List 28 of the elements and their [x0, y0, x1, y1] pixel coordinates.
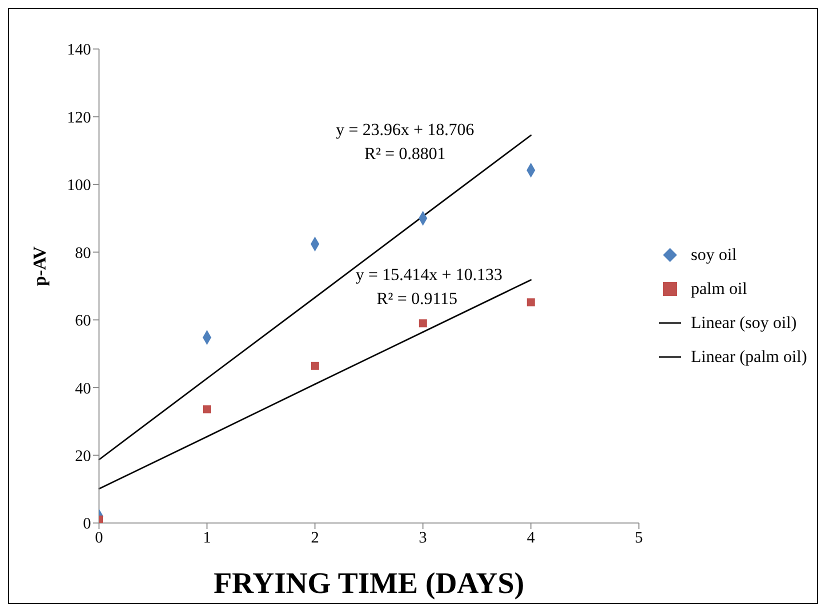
y-tick-label: 100 [67, 177, 91, 194]
x-tick-label: 1 [202, 529, 211, 546]
point [202, 405, 211, 414]
y-axis-title: p-AV [29, 246, 50, 286]
legend-label: palm oil [690, 279, 748, 299]
annotation: y = 15.414x + 10.133 [356, 264, 502, 286]
x-tick-label: 0 [95, 529, 103, 546]
y-tick-label: 140 [67, 42, 91, 59]
y-tick-label: 40 [75, 380, 91, 398]
point [418, 319, 427, 328]
point [526, 298, 535, 306]
x-axis-title: FRYING TIME (DAYS) [214, 567, 524, 600]
annotation: y = 23.96x + 18.706 [336, 119, 474, 141]
y-tick-label: 60 [75, 312, 91, 330]
x-tick-label: 5 [634, 529, 643, 546]
annotation: R² = 0.9115 [376, 288, 458, 310]
y-tick-label: 0 [83, 516, 91, 533]
legend-label: soy oil [690, 245, 737, 265]
legend-label: Linear (soy oil) [690, 313, 797, 333]
x-tick-label: 4 [526, 529, 535, 546]
annotation: R² = 0.8801 [364, 143, 446, 165]
legend-label: Linear (palm oil) [690, 347, 807, 367]
y-tick-label: 20 [75, 448, 91, 465]
x-tick-label: 3 [418, 529, 427, 546]
point [310, 362, 319, 370]
y-tick-label: 80 [75, 244, 91, 262]
x-tick-label: 2 [310, 529, 319, 546]
y-tick-label: 120 [67, 109, 91, 126]
